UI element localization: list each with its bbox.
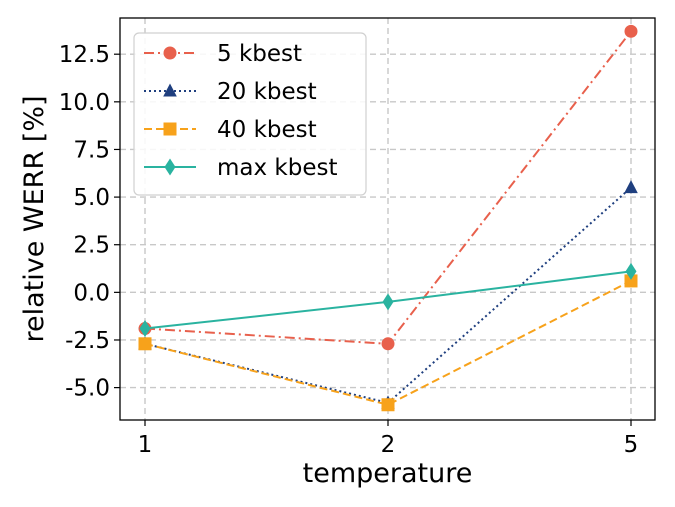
- y-tick-label: 12.5: [59, 42, 110, 68]
- series-line: [144, 280, 632, 406]
- data-point-marker: [624, 274, 638, 288]
- x-axis-ticks: 1 2 5: [138, 420, 639, 458]
- legend-marker: [163, 122, 177, 136]
- legend-entry: 40 kbest: [144, 117, 317, 143]
- data-point-marker: [382, 293, 394, 311]
- series-layer: [138, 24, 638, 412]
- y-tick-label: 10.0: [59, 90, 110, 116]
- legend-label: max kbest: [217, 155, 338, 181]
- y-axis-ticks: -5.0 -2.5 0.0 2.5 5.0 7.5 10.0 12.5: [59, 42, 120, 402]
- legend-entry: max kbest: [144, 155, 338, 181]
- y-tick-label: 2.5: [73, 233, 110, 259]
- x-tick-label: 5: [624, 432, 639, 458]
- legend-label: 5 kbest: [217, 41, 302, 67]
- legend-box: [133, 32, 367, 196]
- y-tick-label: -5.0: [65, 376, 110, 402]
- y-tick-label: -2.5: [65, 328, 110, 354]
- y-tick-label: 5.0: [73, 185, 110, 211]
- grid-lines: [120, 18, 655, 420]
- y-tick-label: 0.0: [73, 280, 110, 306]
- series-max-kbest: [139, 262, 637, 338]
- data-point-marker: [625, 262, 637, 280]
- legend: 5 kbest 20 kbest 40 kbest max kbest: [133, 32, 367, 196]
- legend-label: 40 kbest: [217, 117, 317, 143]
- y-tick-label: 7.5: [73, 137, 110, 163]
- series-40-kbest: [138, 274, 638, 412]
- y-axis-label: relative WERR [%]: [19, 95, 50, 342]
- data-point-marker: [139, 320, 151, 338]
- x-tick-label: 2: [381, 432, 396, 458]
- data-point-marker: [381, 337, 395, 351]
- legend-entry: 5 kbest: [144, 41, 302, 67]
- legend-marker: [163, 83, 177, 97]
- data-point-marker: [624, 24, 638, 38]
- data-point-marker: [381, 398, 395, 412]
- legend-label: 20 kbest: [217, 79, 317, 105]
- legend-marker: [164, 158, 176, 176]
- legend-marker: [163, 46, 177, 60]
- data-point-marker: [624, 180, 638, 194]
- data-point-marker: [138, 337, 152, 351]
- x-tick-label: 1: [138, 432, 153, 458]
- x-axis-label: temperature: [303, 458, 473, 489]
- legend-entry: 20 kbest: [144, 79, 317, 105]
